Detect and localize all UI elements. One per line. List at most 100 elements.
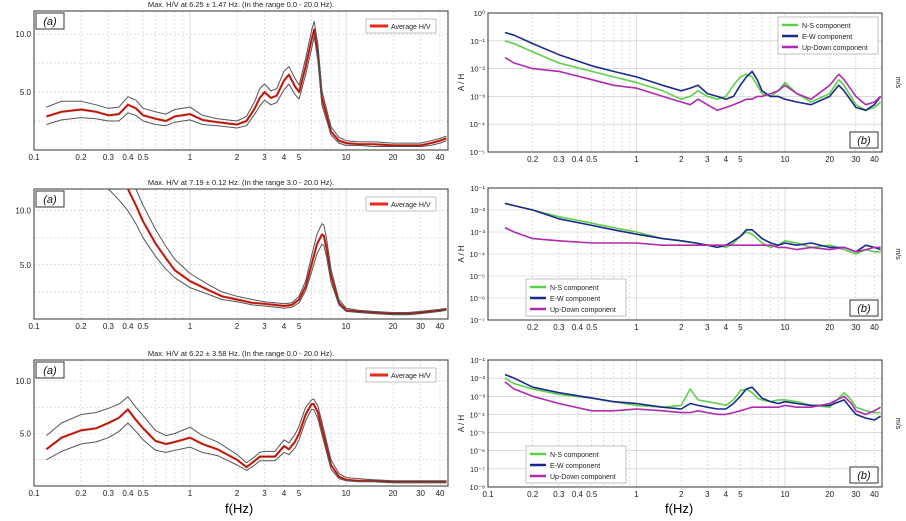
x-tick-label: 0.2 <box>527 490 539 499</box>
panel-tag-label: (b) <box>857 135 871 147</box>
plot-frame <box>33 359 449 487</box>
legend-label: Up-Down component <box>802 45 868 52</box>
y-tick-label: 10⁻⁶ <box>470 447 485 456</box>
y-tick-label: 10⁻² <box>470 374 485 383</box>
x-tick-label: 5 <box>297 322 302 331</box>
x-tick-label: 2 <box>235 153 240 162</box>
legend-label: N-S component <box>550 452 599 459</box>
panel-tag: (b) <box>849 299 879 317</box>
x-tick-label: 4 <box>724 323 729 332</box>
x-tick-label: 20 <box>389 153 398 162</box>
legend-label: Average H/V <box>391 202 431 209</box>
x-tick-label: 0.3 <box>103 153 115 162</box>
x-tick-label: 1 <box>634 490 639 499</box>
series-line-ns <box>504 377 881 414</box>
x-tick-label: 0.3 <box>553 155 565 164</box>
x-tick-label: 0.4 <box>122 489 134 498</box>
chart-spec2: 0.2 0.3 0.4 0.5 1 2 3 4 5 10 20 30 40 10⁻⁷ 10⁻⁶ 10⁻⁵ 10⁻… <box>457 184 901 332</box>
x-tick-label: 4 <box>724 490 729 499</box>
legend-label: E-W component <box>550 296 600 303</box>
x-tick-label: 0.4 <box>122 322 134 331</box>
x-tick-label: 0.2 <box>527 323 539 332</box>
panel-tag-label: (a) <box>43 365 57 377</box>
x-tick-label: 0.1 <box>482 490 494 499</box>
series-group <box>504 31 882 112</box>
chart-title: Max. H/V at 7.19 ± 0.12 Hz. (In the rang… <box>148 178 334 187</box>
unit-label: m/s <box>894 248 901 260</box>
series-group <box>46 20 447 147</box>
x-tick-label: 0.2 <box>75 322 87 331</box>
series-group <box>105 189 447 316</box>
unit-label: m/s <box>894 77 901 89</box>
series-line-std <box>105 189 447 316</box>
legend-label: E-W component <box>550 463 600 470</box>
series-line-ud <box>504 381 882 416</box>
x-tick-label: 3 <box>262 489 267 498</box>
x-tick-label: 2 <box>679 323 684 332</box>
series-group <box>504 202 881 255</box>
y-tick-label: 10⁻⁷ <box>470 465 485 474</box>
x-tick-label: 40 <box>870 490 879 499</box>
y-tick-label: 10⁰ <box>474 9 485 18</box>
chart-title: Max. H/V at 6.22 ± 3.58 Hz. (In the rang… <box>148 349 334 358</box>
y-axis-label: A / H <box>457 74 466 92</box>
y-tick-label: 10⁻⁴ <box>469 250 485 259</box>
x-tick-label: 3 <box>705 155 710 164</box>
chart-title: Max. H/V at 6.25 ± 1.47 Hz. (In the rang… <box>148 0 334 9</box>
x-tick-label: 0.1 <box>28 153 40 162</box>
legend: Average H/V <box>365 18 437 34</box>
x-tick-label: 0.1 <box>28 489 40 498</box>
plot-frame <box>33 10 449 151</box>
x-tick-label: 30 <box>416 153 425 162</box>
y-tick-label: 10⁻⁵ <box>470 429 485 438</box>
x-tick-label: 30 <box>851 323 860 332</box>
x-tick-label: 30 <box>416 489 425 498</box>
panel-tag: (b) <box>849 466 879 484</box>
y-tick-label: 10⁻¹ <box>470 184 485 193</box>
series-group <box>45 396 447 484</box>
chart-hv2: 0.1 0.2 0.3 0.4 0.5 1 2 3 4 5 10 20 30 40 5.0 10.0 Max. … <box>15 178 449 331</box>
x-tick-label: 0.4 <box>572 323 584 332</box>
series-line-ns <box>504 40 882 112</box>
legend-label: Average H/V <box>391 24 431 31</box>
x-tick-label: 1 <box>634 323 639 332</box>
series-line-std <box>46 36 447 147</box>
series-group <box>504 373 882 421</box>
x-tick-label: 5 <box>738 155 743 164</box>
x-tick-label: 10 <box>342 489 351 498</box>
x-tick-label: 4 <box>282 153 287 162</box>
legend: Average H/V <box>365 367 437 383</box>
x-tick-label: 3 <box>705 490 710 499</box>
x-tick-label: 10 <box>781 155 790 164</box>
series-line-ud <box>504 56 882 112</box>
x-tick-label: 5 <box>297 153 302 162</box>
y-tick-label: 10⁻⁷ <box>470 316 485 325</box>
x-tick-label: 0.5 <box>586 323 598 332</box>
y-tick-label: 10⁻⁴ <box>469 410 485 419</box>
plot-frame <box>33 188 449 320</box>
x-tick-label: 5 <box>738 490 743 499</box>
x-tick-label: 0.3 <box>103 489 115 498</box>
x-tick-label: 2 <box>235 322 240 331</box>
y-tick-label: 10.0 <box>15 377 31 386</box>
panel-tag-box <box>35 12 65 30</box>
plot-frame <box>487 187 883 321</box>
y-tick-label: 10⁻³ <box>470 92 485 101</box>
series-line-center <box>46 29 447 146</box>
legend-box <box>365 18 437 34</box>
x-tick-label: 20 <box>389 489 398 498</box>
x-tick-label: 0.3 <box>553 490 565 499</box>
y-tick-label: 10⁻¹ <box>470 37 485 46</box>
y-tick-label: 10⁻⁶ <box>470 294 485 303</box>
x-tick-label: 0.3 <box>103 322 115 331</box>
panel-tag: (b) <box>849 131 879 149</box>
legend: N-S component E-W component Up-Down compon… <box>525 445 627 484</box>
legend-label: N-S component <box>550 285 599 292</box>
panel-tag-box <box>35 190 65 208</box>
legend: N-S component E-W component Up-Down compon… <box>525 278 627 317</box>
x-tick-label: 40 <box>870 155 879 164</box>
x-tick-label: 30 <box>416 322 425 331</box>
x-tick-label: 10 <box>342 153 351 162</box>
x-tick-label: 20 <box>825 490 834 499</box>
x-tick-label: 40 <box>870 323 879 332</box>
